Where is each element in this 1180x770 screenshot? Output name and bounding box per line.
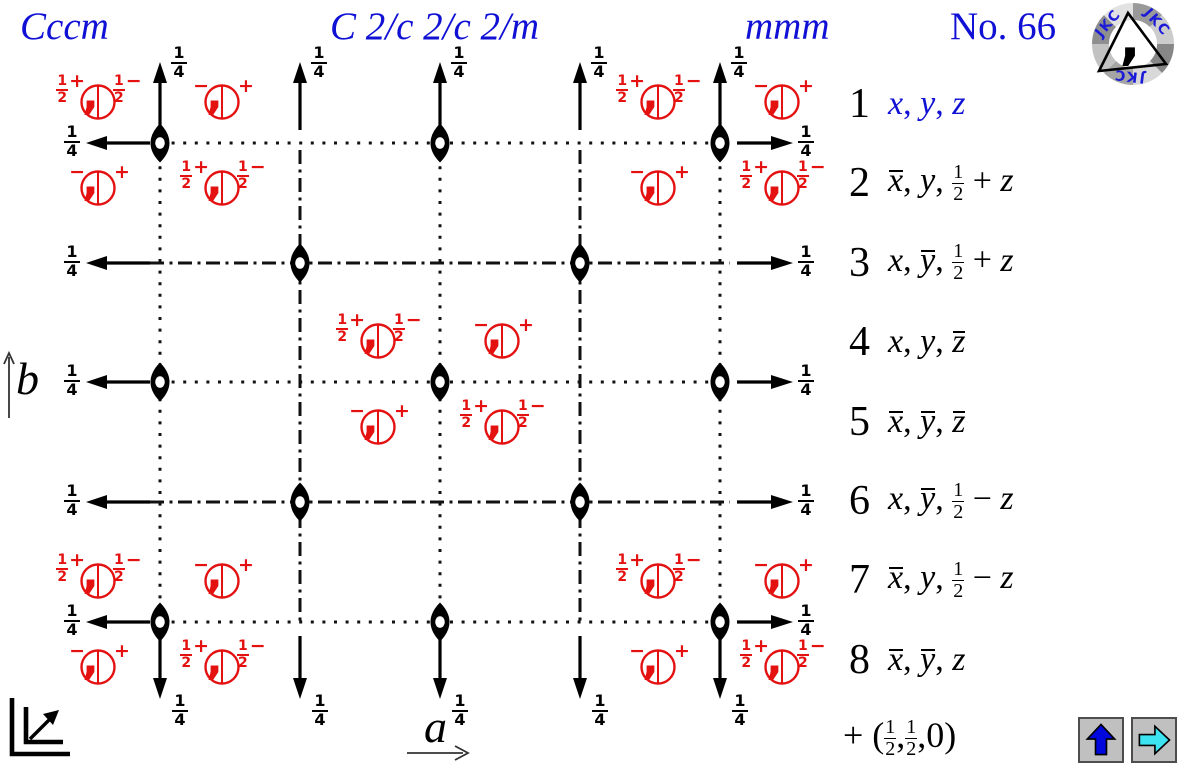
position-number: 8 [849,636,870,683]
nav-next-button[interactable] [1131,717,1177,763]
a-axis-label: a [424,701,447,752]
space-group-number: No. 66 [950,5,1057,48]
logo-ring-segment [1133,2,1162,27]
logo-triangle-icon [1096,10,1169,73]
position-number: 2 [849,160,870,207]
position-number: 5 [849,398,870,445]
position-number: 7 [849,557,870,604]
b-axis-label: b [16,353,39,404]
nav-up-button[interactable] [1078,717,1124,763]
hm-symbol-full: C 2/c 2/c 2/m [330,5,540,48]
logo-comma-icon: , [1119,7,1140,72]
position-coordinates: x, y, z [888,402,966,440]
logo-ring-segment [1092,15,1116,44]
position-coordinates: x, y, z [888,323,966,361]
position-number: 3 [849,239,870,286]
position-number: 1 [849,81,870,127]
position-row: 1 x, y, z [838,80,1180,128]
logo-text: JKC [1112,66,1146,86]
position-coordinates: x, y, z [888,85,966,122]
centering-vector: + (1 2, 1 2,0) [843,714,957,761]
hm-symbol-short: Cccm [20,5,109,48]
position-number: 6 [849,478,870,524]
position-number: 4 [849,319,870,366]
logo-ring-segment [1150,15,1174,44]
up-arrow-icon [1085,723,1117,756]
logo-ring-segment [1104,2,1133,27]
position-row: 5 x, y, z [838,398,1180,446]
position-coordinates: x, y, z [888,640,966,678]
right-arrow-icon [1138,724,1171,756]
point-group-symbol: mmm [745,5,830,48]
position-row: 4 x, y, z [838,318,1180,366]
centering-row: + (1 2, 1 2,0) [843,713,1180,761]
position-row: 8 x, y, z [838,636,1180,684]
